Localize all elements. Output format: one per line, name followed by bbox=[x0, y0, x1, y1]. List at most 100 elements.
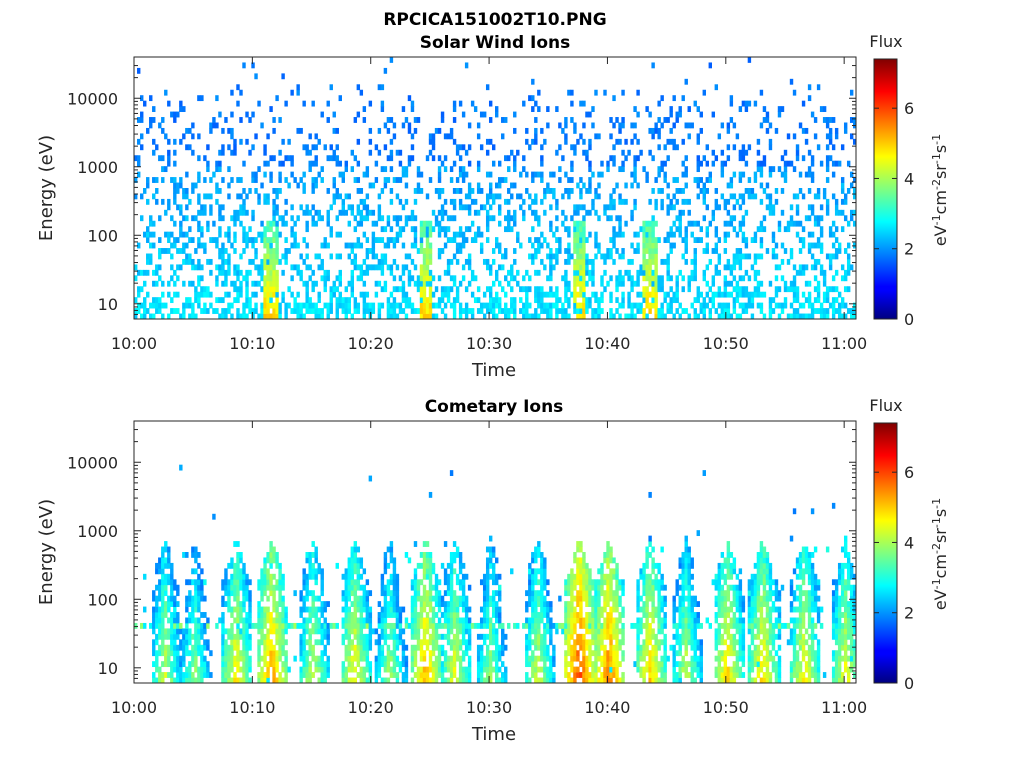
heatmap-cell bbox=[582, 237, 586, 243]
heatmap-cell bbox=[233, 677, 237, 684]
heatmap-cell bbox=[362, 633, 367, 640]
heatmap-cell bbox=[173, 280, 177, 287]
heatmap-cell bbox=[236, 579, 240, 586]
heatmap-cell bbox=[567, 650, 571, 657]
heatmap-cell bbox=[543, 661, 547, 668]
heatmap-cell bbox=[281, 160, 285, 167]
heatmap-cell bbox=[224, 672, 228, 678]
heatmap-cell bbox=[224, 258, 228, 265]
heatmap-cell bbox=[504, 313, 508, 320]
heatmap-cell bbox=[380, 188, 385, 194]
heatmap-cell bbox=[251, 258, 255, 265]
heatmap-cell bbox=[356, 601, 361, 607]
heatmap-cell bbox=[404, 644, 409, 651]
heatmap-cell bbox=[495, 677, 499, 684]
heatmap-cell bbox=[425, 622, 430, 629]
heatmap-cell bbox=[407, 127, 412, 134]
heatmap-cell bbox=[371, 264, 376, 271]
heatmap-cell bbox=[440, 111, 445, 118]
heatmap-cell bbox=[197, 280, 201, 287]
heatmap-cell bbox=[254, 237, 258, 243]
heatmap-cell bbox=[666, 117, 670, 123]
heatmap-cell bbox=[834, 204, 839, 211]
heatmap-cell bbox=[257, 269, 261, 276]
heatmap-cell bbox=[555, 313, 559, 320]
heatmap-cell bbox=[197, 291, 201, 298]
heatmap-cell bbox=[699, 302, 703, 309]
heatmap-cell bbox=[401, 655, 406, 662]
heatmap-cell bbox=[320, 584, 324, 591]
heatmap-cell bbox=[446, 579, 451, 586]
heatmap-cell bbox=[353, 644, 358, 651]
heatmap-cell bbox=[299, 612, 303, 618]
heatmap-cell bbox=[458, 166, 463, 173]
y-tick-label: 100 bbox=[87, 226, 118, 245]
heatmap-cell bbox=[200, 677, 204, 684]
heatmap-cell bbox=[476, 182, 481, 189]
heatmap-cell bbox=[350, 275, 355, 282]
heatmap-cell bbox=[224, 231, 228, 238]
heatmap-cell bbox=[197, 95, 201, 102]
heatmap-cell bbox=[840, 188, 845, 194]
heatmap-cell bbox=[440, 661, 445, 668]
heatmap-cell bbox=[440, 672, 445, 678]
heatmap-cell bbox=[741, 100, 746, 107]
heatmap-cell bbox=[386, 297, 391, 304]
heatmap-cell bbox=[167, 100, 171, 107]
heatmap-cell bbox=[681, 237, 685, 243]
heatmap-cell bbox=[648, 248, 652, 254]
heatmap-cell bbox=[504, 644, 508, 651]
heatmap-cell bbox=[546, 628, 550, 635]
heatmap-cell bbox=[774, 264, 779, 271]
heatmap-cell bbox=[693, 248, 697, 254]
heatmap-cell bbox=[419, 579, 424, 586]
heatmap-cell bbox=[446, 573, 451, 580]
heatmap-cell bbox=[236, 562, 240, 569]
heatmap-cell bbox=[443, 650, 448, 657]
heatmap-cell bbox=[461, 242, 466, 249]
heatmap-cell bbox=[191, 302, 195, 309]
heatmap-cell bbox=[525, 286, 529, 293]
heatmap-cell bbox=[762, 215, 767, 222]
heatmap-cell bbox=[164, 601, 168, 607]
heatmap-cell bbox=[813, 308, 818, 314]
heatmap-cell bbox=[576, 182, 580, 189]
heatmap-cell bbox=[528, 237, 532, 243]
heatmap-cell bbox=[726, 258, 731, 265]
heatmap-cell bbox=[230, 628, 234, 635]
heatmap-cell bbox=[311, 541, 315, 547]
heatmap-cell bbox=[335, 286, 339, 293]
heatmap-cell bbox=[386, 666, 391, 673]
heatmap-cell bbox=[242, 595, 246, 602]
heatmap-cell bbox=[446, 601, 451, 607]
heatmap-cell bbox=[395, 193, 400, 200]
heatmap-cell bbox=[525, 138, 529, 145]
heatmap-cell bbox=[452, 204, 457, 211]
heatmap-cell bbox=[648, 269, 652, 276]
heatmap-cell bbox=[711, 275, 716, 282]
heatmap-cell bbox=[173, 584, 177, 591]
heatmap-cell bbox=[386, 562, 391, 569]
heatmap-cell bbox=[203, 248, 207, 254]
heatmap-cell bbox=[248, 612, 252, 618]
heatmap-cell bbox=[350, 557, 355, 564]
heatmap-cell bbox=[281, 220, 285, 227]
heatmap-cell bbox=[747, 177, 752, 183]
heatmap-cell bbox=[558, 297, 562, 304]
heatmap-cell bbox=[422, 584, 427, 591]
heatmap-cell bbox=[690, 258, 694, 265]
heatmap-cell bbox=[299, 633, 303, 640]
heatmap-cell bbox=[326, 666, 330, 673]
heatmap-cell bbox=[507, 209, 511, 216]
heatmap-cell bbox=[326, 302, 330, 309]
heatmap-cell bbox=[302, 258, 306, 265]
heatmap-cell bbox=[266, 269, 270, 276]
heatmap-cell bbox=[729, 220, 734, 227]
heatmap-cell bbox=[507, 215, 511, 222]
heatmap-cell bbox=[383, 557, 388, 564]
heatmap-cell bbox=[753, 258, 758, 265]
heatmap-cell bbox=[633, 160, 637, 167]
heatmap-cell bbox=[449, 133, 454, 140]
heatmap-cell bbox=[618, 166, 622, 173]
heatmap-cell bbox=[431, 155, 436, 162]
